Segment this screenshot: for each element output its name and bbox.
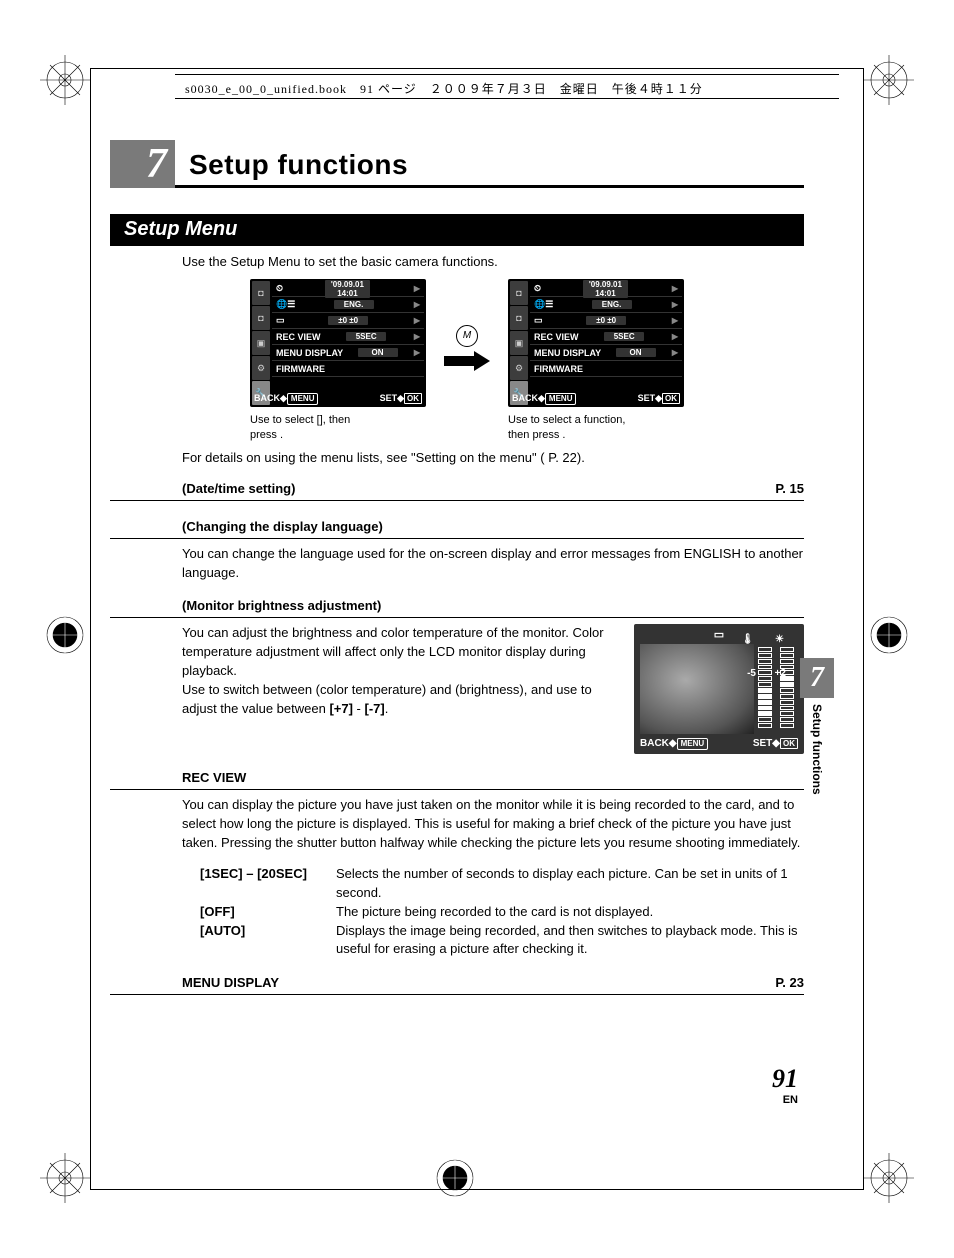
page-number: 91 EN bbox=[772, 1064, 798, 1106]
menu-tab-icon: ⚙ bbox=[510, 356, 528, 380]
crop-mark-br bbox=[864, 1153, 914, 1203]
menu-caption-right: Use to select a function,then press . bbox=[508, 413, 684, 444]
menu-tab-icon: ◘ bbox=[510, 306, 528, 330]
chapter-number: 7 bbox=[110, 140, 175, 188]
menu-tab-icon: ◘ bbox=[252, 281, 270, 305]
side-tab-label: Setup functions bbox=[810, 704, 824, 795]
rec-view-options: [1SEC] – [20SEC] Selects the number of s… bbox=[200, 865, 804, 959]
running-header: s0030_e_00_0_unified.book 91 ページ ２００９年７月… bbox=[185, 80, 703, 97]
crop-mark-bm bbox=[430, 1153, 480, 1203]
crop-rule-right bbox=[863, 68, 864, 1190]
menu-tab-icon: ◘ bbox=[510, 281, 528, 305]
menu-tab-icon: ⚙ bbox=[252, 356, 270, 380]
section-title: Setup Menu bbox=[110, 214, 804, 246]
crop-rule-top bbox=[90, 68, 864, 69]
monitor-preview: ▭ 🌡 ☀ -5 +2 BACK◆MENU SET◆OK bbox=[634, 624, 804, 754]
menu-screenshot-left: ◘ ◘ ▣ ⚙ 🔧 ⏲'09.09.0114:01▶ 🌐☰ENG.▶ ▭ ±0 … bbox=[250, 279, 426, 444]
subhead-menu-display: MENU DISPLAY P. 23 bbox=[110, 971, 804, 995]
round-button-icon: M bbox=[456, 325, 478, 347]
menu-screenshot-right: ◘ ◘ ▣ ⚙ 🔧 ⏲'09.09.0114:01▶ 🌐☰ENG.▶ ▭ ±0 … bbox=[508, 279, 684, 444]
details-text: For details on using the menu lists, see… bbox=[182, 450, 804, 465]
crop-mark-tr bbox=[864, 55, 914, 105]
header-rule-top bbox=[175, 74, 839, 75]
monitor-body: You can adjust the brightness and color … bbox=[182, 624, 618, 754]
menu-screenshots-row: ◘ ◘ ▣ ⚙ 🔧 ⏲'09.09.0114:01▶ 🌐☰ENG.▶ ▭ ±0 … bbox=[170, 279, 764, 444]
crop-mark-bl bbox=[40, 1153, 90, 1203]
crop-mark-ml bbox=[40, 610, 90, 660]
crop-mark-mr bbox=[864, 610, 914, 660]
arrow-right-icon bbox=[444, 353, 490, 369]
intro-text: Use the Setup Menu to set the basic came… bbox=[182, 254, 804, 269]
crop-rule-bottom bbox=[90, 1189, 864, 1190]
arrow-block: M bbox=[444, 325, 490, 369]
crop-rule-left bbox=[90, 68, 91, 1190]
subhead-monitor: (Monitor brightness adjustment) bbox=[110, 594, 804, 618]
crop-mark-tl bbox=[40, 55, 90, 105]
menu-caption-left: Use to select [], thenpress . bbox=[250, 413, 426, 444]
chapter-header: 7 Setup functions bbox=[110, 140, 804, 188]
language-body: You can change the language used for the… bbox=[182, 545, 804, 583]
header-rule-bottom bbox=[175, 98, 839, 99]
side-tab: 7 Setup functions bbox=[800, 658, 834, 795]
menu-tab-icon: ◘ bbox=[252, 306, 270, 330]
chapter-title: Setup functions bbox=[175, 140, 804, 188]
side-tab-number: 7 bbox=[800, 658, 834, 698]
rec-view-body: You can display the picture you have jus… bbox=[182, 796, 804, 853]
subhead-rec-view: REC VIEW bbox=[110, 766, 804, 790]
subhead-date-time: (Date/time setting) P. 15 bbox=[110, 477, 804, 501]
menu-tab-icon: ▣ bbox=[252, 331, 270, 355]
menu-tab-icon: ▣ bbox=[510, 331, 528, 355]
subhead-language: (Changing the display language) bbox=[110, 515, 804, 539]
